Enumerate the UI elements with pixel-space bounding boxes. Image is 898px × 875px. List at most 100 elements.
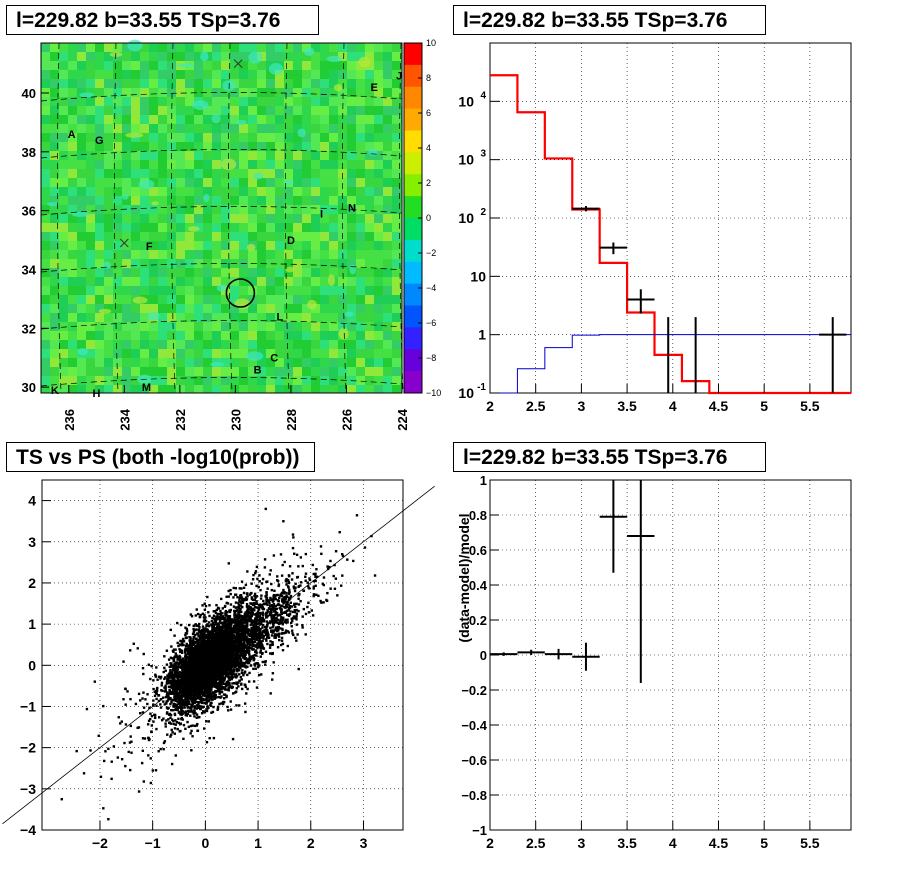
heatmap-cell: [230, 277, 239, 286]
heatmap-cell: [104, 376, 113, 385]
scatter-point: [212, 695, 215, 698]
heatmap-cell: [347, 358, 356, 367]
scatter-point: [195, 724, 199, 727]
heatmap-cell: [77, 286, 86, 295]
heatmap-cell: [140, 232, 149, 241]
scatter-point: [252, 630, 256, 634]
heatmap-cell: [86, 367, 95, 376]
heatmap-cell: [239, 286, 248, 295]
scatter-point: [339, 584, 343, 587]
heatmap-cell: [113, 205, 122, 214]
heatmap-cell: [392, 79, 401, 88]
heatmap-cell: [122, 97, 131, 106]
scatter-point: [242, 599, 246, 602]
scatter-point: [291, 533, 295, 536]
heatmap-cell: [356, 358, 365, 367]
heatmap-cell: [356, 376, 365, 385]
heatmap-cell: [374, 133, 383, 142]
scatter-point: [301, 564, 304, 568]
heatmap-cell: [59, 223, 68, 232]
heatmap-cell: [338, 358, 347, 367]
heatmap-cell: [248, 196, 257, 205]
scatter-point: [276, 629, 279, 633]
heatmap-cell: [185, 70, 194, 79]
scatter-point: [172, 648, 176, 651]
heatmap-cell: [113, 313, 122, 322]
scatter-point: [206, 595, 209, 599]
heatmap-cell: [392, 88, 401, 97]
heatmap-cell: [392, 376, 401, 385]
heatmap-cell: [392, 61, 401, 70]
heatmap-cell: [338, 61, 347, 70]
heatmap-cell: [374, 250, 383, 259]
heatmap-cell: [239, 268, 248, 277]
scatter-point: [333, 563, 336, 567]
heatmap-cell: [122, 160, 131, 169]
scatter-point: [179, 658, 182, 661]
heatmap-cell: [86, 268, 95, 277]
scatter-point: [159, 706, 163, 709]
scatter-point: [169, 733, 173, 737]
heatmap-cell: [194, 286, 203, 295]
scatter-point: [232, 605, 236, 608]
heatmap-cell: [221, 187, 230, 196]
heatmap-cell: [68, 331, 77, 340]
heatmap-cell: [41, 295, 50, 304]
colorbar-segment: [404, 305, 422, 328]
heatmap-cell: [266, 385, 275, 393]
heatmap-cell: [230, 169, 239, 178]
scatter-point: [149, 757, 152, 760]
heatmap-cell: [50, 124, 59, 133]
scatter-point: [255, 602, 259, 606]
heatmap-cell: [365, 304, 374, 313]
heatmap-cell: [167, 196, 176, 205]
scatter-point: [310, 609, 313, 612]
heatmap-cell: [68, 61, 77, 70]
heatmap-cell: [275, 124, 284, 133]
heatmap-cell: [248, 340, 257, 349]
scatter-point: [147, 663, 151, 666]
heatmap-cell: [158, 196, 167, 205]
scatter-point: [297, 585, 300, 589]
scatter-point: [233, 616, 236, 619]
heatmap-cell: [239, 61, 248, 70]
heatmap-cell: [320, 70, 329, 79]
scatter-point: [164, 688, 167, 691]
scatter-point: [288, 606, 292, 610]
heatmap-cell: [284, 97, 293, 106]
scatter-point: [180, 701, 183, 705]
heatmap-cell: [113, 268, 122, 277]
heatmap-cell: [50, 142, 59, 151]
scatter-point: [187, 623, 191, 627]
heatmap-cell: [212, 97, 221, 106]
heatmap-cell: [320, 142, 329, 151]
heatmap-cell: [383, 385, 392, 393]
heatmap-cell: [59, 241, 68, 250]
heatmap-cell: [329, 79, 338, 88]
scatter-point: [107, 747, 110, 751]
heatmap-cell: [86, 376, 95, 385]
heatmap-cell: [104, 106, 113, 115]
scatter-point: [154, 673, 157, 676]
scatter-point: [240, 682, 243, 685]
heatmap-cell: [230, 385, 239, 393]
source-label: H: [93, 388, 101, 400]
heatmap-cell: [77, 295, 86, 304]
heatmap-cell: [257, 115, 266, 124]
scatter-point: [265, 636, 269, 639]
scatter-point: [142, 691, 145, 694]
x-tick-label: 5: [760, 398, 768, 414]
heatmap-cell: [86, 304, 95, 313]
heatmap-cell: [140, 214, 149, 223]
scatter-point: [152, 687, 155, 691]
heatmap-cell: [113, 151, 122, 160]
heatmap-cell: [248, 169, 257, 178]
source-label: A: [68, 129, 76, 141]
heatmap-cell: [347, 331, 356, 340]
heatmap-cell: [41, 259, 50, 268]
heatmap-cell: [248, 313, 257, 322]
heatmap-cell: [329, 286, 338, 295]
heatmap-cell: [185, 88, 194, 97]
heatmap-cell: [311, 61, 320, 70]
heatmap-cell: [365, 196, 374, 205]
